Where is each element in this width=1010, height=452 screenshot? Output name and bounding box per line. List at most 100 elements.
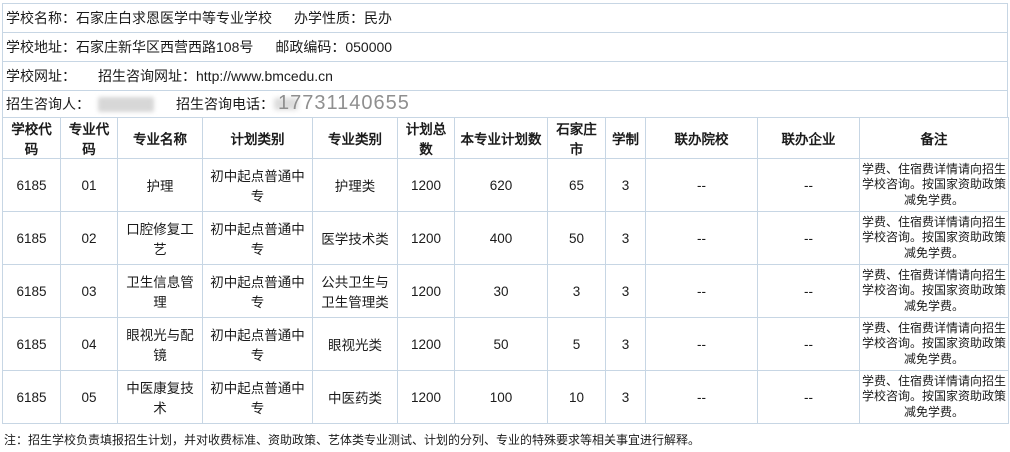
cell-major-code: 03 [60, 264, 118, 318]
cell-plan-type: 初中起点普通中专 [202, 317, 313, 371]
cell-major-code: 02 [60, 211, 118, 265]
school-name-label: 学校名称： [6, 10, 76, 26]
cell-major-plan-count: 50 [454, 317, 548, 371]
header-major-category: 专业类别 [312, 117, 398, 159]
table-row: 6185 03 卫生信息管理 初中起点普通中专 公共卫生与卫生管理类 1200 … [2, 264, 1009, 318]
consult-url-value: http://www.bmcedu.cn [196, 68, 333, 84]
cell-major-category: 护理类 [312, 158, 398, 212]
cell-partner-company: -- [757, 317, 860, 371]
cell-duration: 3 [605, 158, 646, 212]
cell-partner-school: -- [645, 211, 758, 265]
cell-major-name: 中医康复技术 [117, 370, 203, 424]
cell-partner-school: -- [645, 264, 758, 318]
info-row-name: 学校名称： 石家庄白求恩医学中等专业学校 办学性质： 民办 [3, 4, 1007, 33]
cell-major-category: 中医药类 [312, 370, 398, 424]
cell-plan-total: 1200 [397, 370, 455, 424]
school-address-label: 学校地址： [6, 39, 76, 55]
cell-duration: 3 [605, 211, 646, 265]
cell-major-category: 眼视光类 [312, 317, 398, 371]
cell-remarks: 学费、住宿费详情请向招生学校咨询。按国家资助政策减免学费。 [859, 264, 1009, 318]
redaction-smudge [274, 98, 298, 110]
cell-shijiazhuang-city: 50 [547, 211, 606, 265]
consult-url-label: 招生咨询网址： [98, 68, 196, 84]
cell-school-code: 6185 [2, 211, 61, 265]
consult-person-label: 招生咨询人： [6, 96, 90, 112]
cell-school-code: 6185 [2, 370, 61, 424]
header-major-name: 专业名称 [117, 117, 203, 159]
cell-plan-total: 1200 [397, 317, 455, 371]
cell-plan-type: 初中起点普通中专 [202, 370, 313, 424]
cell-shijiazhuang-city: 10 [547, 370, 606, 424]
cell-remarks: 学费、住宿费详情请向招生学校咨询。按国家资助政策减免学费。 [859, 158, 1009, 212]
info-row-website: 学校网址： 招生咨询网址： http://www.bmcedu.cn [3, 62, 1007, 91]
cell-major-plan-count: 100 [454, 370, 548, 424]
cell-partner-school: -- [645, 370, 758, 424]
cell-duration: 3 [605, 370, 646, 424]
header-partner-company: 联办企业 [757, 117, 860, 159]
header-duration: 学制 [605, 117, 646, 159]
cell-major-plan-count: 400 [454, 211, 548, 265]
consult-phone-value: 17731140655 [278, 91, 410, 114]
cell-major-name: 口腔修复工艺 [117, 211, 203, 265]
header-remarks: 备注 [859, 117, 1009, 159]
cell-plan-type: 初中起点普通中专 [202, 264, 313, 318]
table-row: 6185 02 口腔修复工艺 初中起点普通中专 医学技术类 1200 400 5… [2, 211, 1009, 265]
school-type-label: 办学性质： [294, 10, 364, 26]
cell-plan-total: 1200 [397, 158, 455, 212]
cell-major-plan-count: 30 [454, 264, 548, 318]
postcode-value: 050000 [345, 39, 393, 55]
cell-major-category: 医学技术类 [312, 211, 398, 265]
info-row-address: 学校地址： 石家庄新华区西营西路108号 邮政编码： 050000 [3, 33, 1007, 62]
postcode-label: 邮政编码： [275, 39, 346, 55]
cell-partner-company: -- [757, 264, 860, 318]
cell-partner-company: -- [757, 158, 860, 212]
cell-partner-company: -- [757, 370, 860, 424]
header-major-code: 专业代码 [60, 117, 118, 159]
cell-plan-type: 初中起点普通中专 [202, 158, 313, 212]
cell-major-name: 卫生信息管理 [117, 264, 203, 318]
school-address-value: 石家庄新华区西营西路108号 [76, 39, 254, 55]
school-info-section: 学校名称： 石家庄白求恩医学中等专业学校 办学性质： 民办 学校地址： 石家庄新华区西… [2, 3, 1008, 117]
cell-shijiazhuang-city: 5 [547, 317, 606, 371]
info-row-consult: 招生咨询人： 招生咨询电话： 17731140655 [3, 91, 1007, 117]
cell-partner-school: -- [645, 158, 758, 212]
cell-duration: 3 [605, 317, 646, 371]
cell-school-code: 6185 [2, 317, 61, 371]
table-row: 6185 04 眼视光与配镜 初中起点普通中专 眼视光类 1200 50 5 3… [2, 317, 1009, 371]
table-row: 6185 01 护理 初中起点普通中专 护理类 1200 620 65 3 --… [2, 158, 1009, 212]
header-plan-type: 计划类别 [202, 117, 313, 159]
cell-shijiazhuang-city: 3 [547, 264, 606, 318]
cell-partner-company: -- [757, 211, 860, 265]
enrollment-plan-table: 学校代码 专业代码 专业名称 计划类别 专业类别 计划总数 本专业计划数 石家庄… [2, 117, 1009, 424]
cell-school-code: 6185 [2, 264, 61, 318]
cell-major-code: 05 [60, 370, 118, 424]
school-type-value: 民办 [364, 10, 392, 26]
cell-major-plan-count: 620 [454, 158, 548, 212]
cell-duration: 3 [605, 264, 646, 318]
cell-plan-total: 1200 [397, 211, 455, 265]
consult-phone-label: 招生咨询电话： [176, 96, 274, 112]
cell-major-code: 04 [60, 317, 118, 371]
cell-major-name: 护理 [117, 158, 203, 212]
school-name-value: 石家庄白求恩医学中等专业学校 [76, 10, 272, 26]
header-plan-total: 计划总数 [397, 117, 455, 159]
redacted-name [98, 96, 154, 112]
cell-remarks: 学费、住宿费详情请向招生学校咨询。按国家资助政策减免学费。 [859, 317, 1009, 371]
cell-remarks: 学费、住宿费详情请向招生学校咨询。按国家资助政策减免学费。 [859, 370, 1009, 424]
cell-major-code: 01 [60, 158, 118, 212]
cell-partner-school: -- [645, 317, 758, 371]
footer-note: 注：招生学校负责填报招生计划，并对收费标准、资助政策、艺体类专业测试、计划的分列… [4, 433, 701, 447]
table-header-row: 学校代码 专业代码 专业名称 计划类别 专业类别 计划总数 本专业计划数 石家庄… [2, 117, 1009, 159]
header-shijiazhuang-city: 石家庄市 [547, 117, 606, 159]
cell-plan-total: 1200 [397, 264, 455, 318]
cell-major-name: 眼视光与配镜 [117, 317, 203, 371]
cell-remarks: 学费、住宿费详情请向招生学校咨询。按国家资助政策减免学费。 [859, 211, 1009, 265]
school-website-label: 学校网址： [6, 68, 76, 84]
header-school-code: 学校代码 [2, 117, 61, 159]
cell-school-code: 6185 [2, 158, 61, 212]
header-partner-school: 联办院校 [645, 117, 758, 159]
cell-plan-type: 初中起点普通中专 [202, 211, 313, 265]
table-row: 6185 05 中医康复技术 初中起点普通中专 中医药类 1200 100 10… [2, 370, 1009, 424]
header-major-plan-count: 本专业计划数 [454, 117, 548, 159]
cell-major-category: 公共卫生与卫生管理类 [312, 264, 398, 318]
